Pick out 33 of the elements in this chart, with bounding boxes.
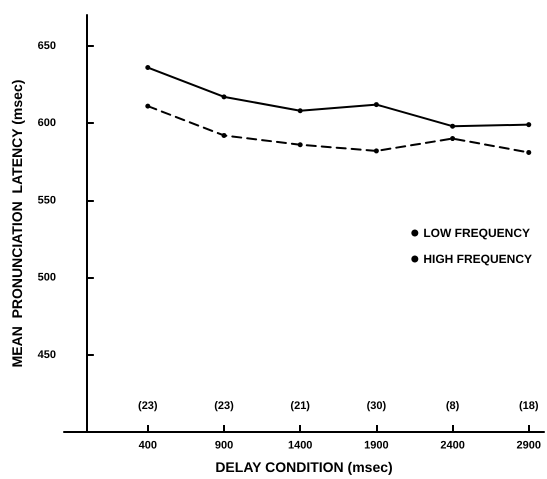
- point: [450, 124, 456, 129]
- x-tick-label: 2900: [516, 440, 542, 452]
- x-tick-label: 900: [214, 440, 234, 452]
- legend-label: LOW FREQUENCY: [423, 226, 530, 240]
- x-tick-label: 400: [138, 440, 157, 452]
- y-tick-label: 500: [38, 272, 56, 284]
- y-tick-label: 550: [38, 194, 56, 206]
- point: [298, 108, 303, 114]
- point: [526, 122, 532, 128]
- point: [222, 132, 226, 138]
- point: [298, 142, 303, 148]
- x-tick-label: 2400: [440, 440, 465, 452]
- point: [374, 148, 379, 154]
- annotation: (30): [366, 400, 386, 412]
- y-tick-label: 650: [38, 40, 56, 52]
- x-axis-title: DELAY CONDITION (msec): [215, 459, 393, 475]
- annotation: (8): [446, 400, 460, 412]
- point: [145, 65, 150, 70]
- point: [222, 94, 226, 100]
- y-tick-label: 450: [38, 348, 56, 361]
- y-tick-label: 600: [38, 117, 56, 130]
- annotation: (21): [290, 400, 310, 412]
- annotation: (23): [138, 400, 158, 412]
- point: [374, 102, 379, 108]
- point: [450, 136, 456, 142]
- x-tick-label: 1400: [288, 440, 312, 452]
- point: [145, 104, 150, 109]
- legend-label: HIGH FREQUENCY: [423, 252, 532, 266]
- annotation: (18): [518, 400, 539, 412]
- x-tick-label: 1900: [364, 440, 389, 452]
- point: [526, 150, 532, 155]
- y-axis-title: MEAN PRONUNCIATION LATENCY (msec): [9, 80, 25, 368]
- annotation: (23): [214, 400, 234, 412]
